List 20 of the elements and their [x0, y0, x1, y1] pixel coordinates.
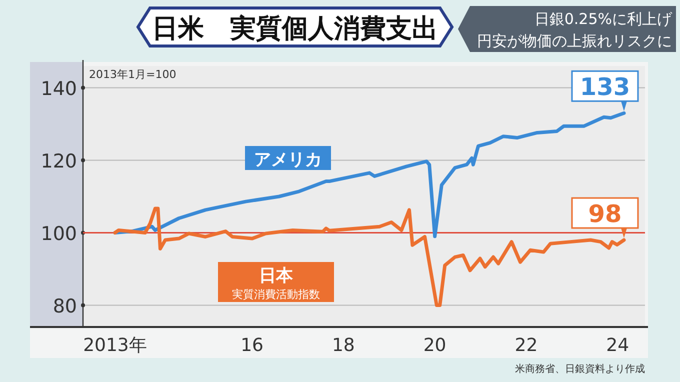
annotation: 98	[588, 200, 622, 228]
x-tick-label: 18	[332, 335, 355, 356]
x-tick-label: 22	[514, 335, 538, 356]
y-tick-label: 80	[52, 295, 77, 318]
text: 米商務省、日銀資料より作成	[515, 363, 645, 375]
x-tick-label: 2013年	[83, 335, 147, 356]
x-tick-label: 16	[240, 335, 264, 356]
chart-subtitle: 日銀0.25%に利上げ	[534, 10, 673, 28]
chart-title: 日米 実質個人消費支出	[152, 14, 438, 44]
x-tick-label: 20	[423, 335, 446, 356]
annotation: 2013年1月=100	[89, 68, 176, 81]
x-tick-label: 24	[606, 335, 630, 356]
series-label: アメリカ	[254, 150, 322, 170]
y-tick-label: 120	[40, 150, 77, 172]
text: 円安が物価の上振れリスクに	[477, 32, 672, 50]
annotation: 実質消費活動指数	[232, 288, 320, 301]
y-tick-label: 100	[40, 222, 77, 245]
annotation: 133	[580, 73, 630, 102]
y-tick-label: 140	[40, 78, 77, 100]
series-label: 日本	[259, 266, 294, 286]
